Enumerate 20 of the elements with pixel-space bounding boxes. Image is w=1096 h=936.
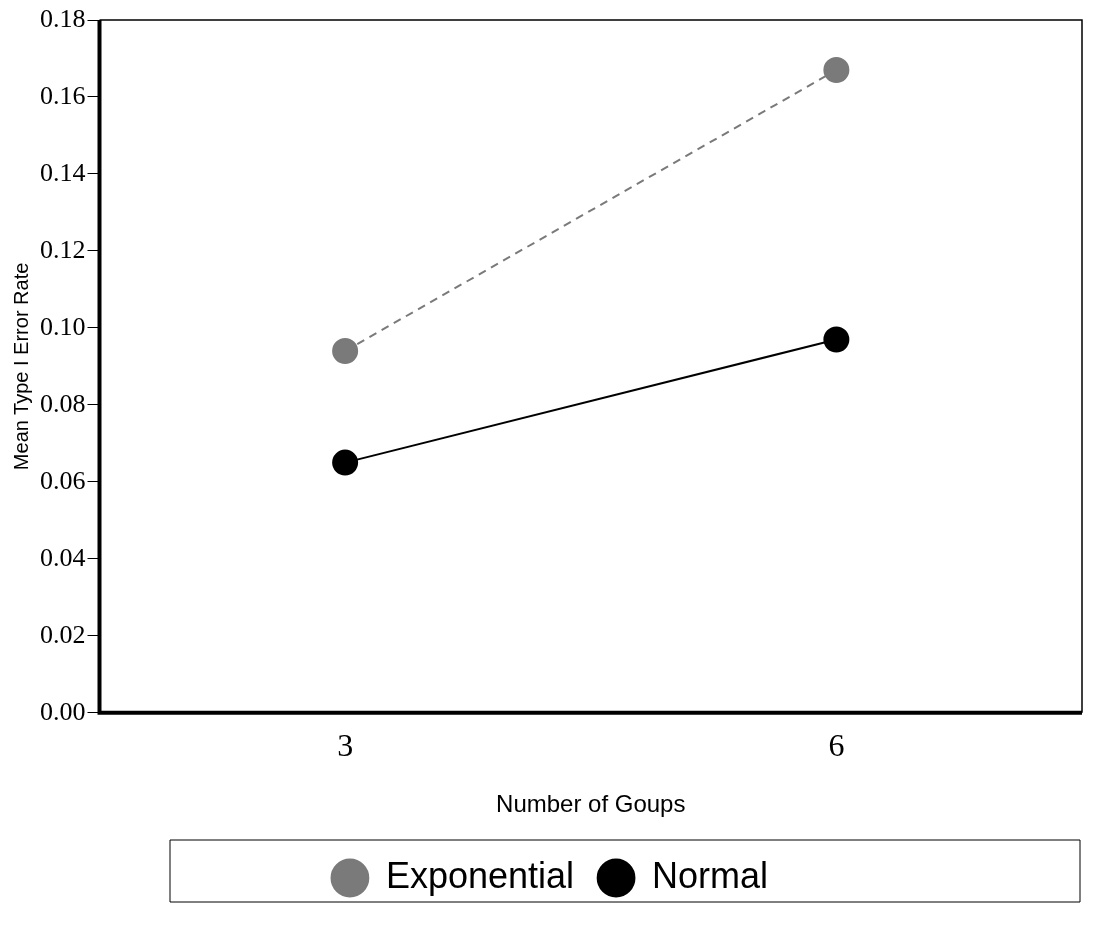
y-tick-label: 0.12 [40, 234, 86, 264]
y-tick-label: 0.00 [40, 696, 86, 726]
x-axis-title: Number of Goups [496, 790, 686, 818]
y-tick-label: 0.18 [40, 3, 86, 33]
point [823, 326, 850, 353]
y-tick-label: 0.14 [40, 157, 86, 187]
point [823, 57, 850, 84]
y-tick-label: 0.06 [40, 465, 86, 495]
point [332, 449, 359, 476]
y-tick-label: 0.02 [40, 619, 86, 649]
legend-label: Normal [652, 854, 769, 896]
y-tick-label: 0.04 [40, 542, 86, 572]
x-tick-label: 6 [828, 727, 845, 764]
y-tick-label: 0.16 [40, 80, 86, 110]
x-tick-label: 3 [337, 727, 354, 764]
y-axis-title: Mean Type I Error Rate [9, 262, 32, 471]
point [332, 338, 359, 364]
legend-label: Exponential [385, 854, 575, 896]
y-tick-label: 0.08 [40, 388, 86, 418]
y-tick-label: 0.10 [40, 311, 86, 341]
